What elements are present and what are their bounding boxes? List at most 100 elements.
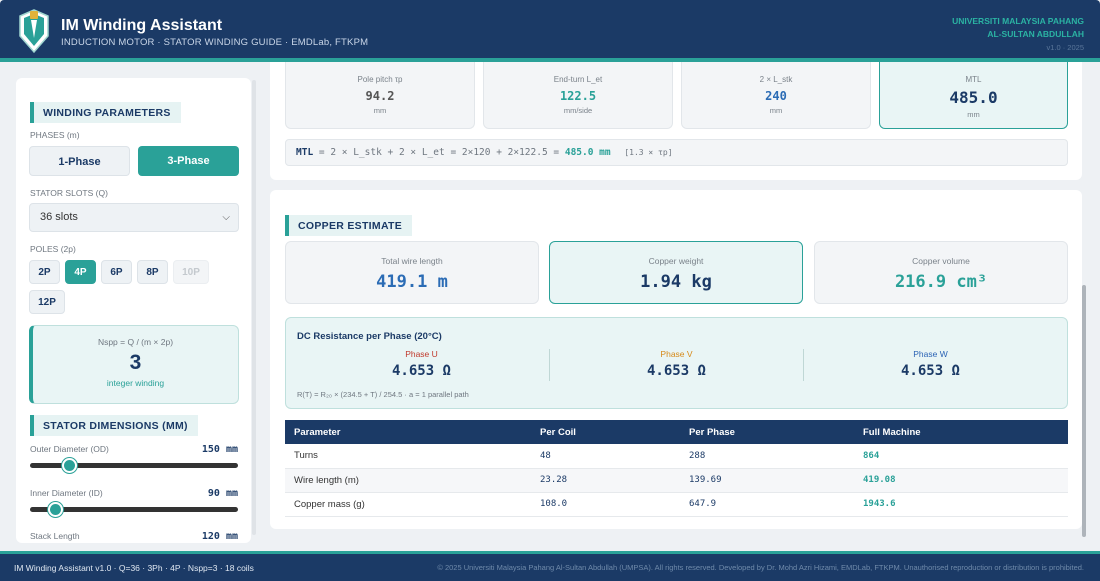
table-cell: 108.0 <box>531 492 680 517</box>
table-row: Copper mass (g) 108.0 647.9 1943.6 <box>285 492 1068 517</box>
phase-w-value: 4.653 Ω <box>900 363 960 379</box>
phase-v-label: Phase V <box>660 349 693 359</box>
copper-volume-label: Copper volume <box>912 256 970 266</box>
table-header-row: Parameter Per Coil Per Phase Full Machin… <box>285 420 1068 444</box>
copper-weight-metric: Copper weight 1.94 kg <box>549 241 803 304</box>
stack-length-metric-label: 2 × L_stk <box>759 75 793 84</box>
stack-length-label: Stack Length <box>30 531 80 541</box>
total-wire-length-value: 419.1 m <box>376 272 448 292</box>
pole-button-12p[interactable]: 12P <box>29 290 65 314</box>
footer-status: IM Winding Assistant v1.0 · Q=36 · 3Ph ·… <box>14 563 254 573</box>
mtl-label: MTL <box>965 75 982 84</box>
app-subtitle: INDUCTION MOTOR · STATOR WINDING GUIDE ·… <box>61 37 369 48</box>
end-turn-unit: mm/side <box>563 106 593 115</box>
copper-weight-label: Copper weight <box>648 256 704 266</box>
version-label: v1.0 · 2025 <box>1046 43 1084 52</box>
dc-divider <box>803 349 804 381</box>
phase-u-value: 4.653 Ω <box>391 363 451 379</box>
stator-slots-value: 36 slots <box>40 211 78 223</box>
table-cell: 288 <box>680 444 854 469</box>
single-phase-button[interactable]: 1-Phase <box>29 146 130 176</box>
table-cell: Copper mass (g) <box>285 492 531 517</box>
copper-table: Parameter Per Coil Per Phase Full Machin… <box>285 420 1068 517</box>
pole-pitch-label: Pole pitch τp <box>357 75 403 84</box>
inner-diameter-slider[interactable] <box>30 502 238 517</box>
copper-estimate-card: COPPER ESTIMATE Total wire length 419.1 … <box>270 190 1082 529</box>
phase-u-resistance: Phase U 4.653 Ω <box>294 349 549 383</box>
university-line-1: UNIVERSITI MALAYSIA PAHANG <box>952 16 1084 26</box>
chevron-down-icon: ⌵ <box>222 212 230 223</box>
table-cell: 139.69 <box>680 468 854 493</box>
table-cell: 419.08 <box>854 468 1068 493</box>
outer-diameter-slider[interactable] <box>30 458 238 473</box>
table-header: Full Machine <box>854 420 1068 444</box>
mtl-formula-body: = 2 × L_stk + 2 × L_et = 2×120 + 2×122.5… <box>313 147 565 158</box>
table-cell: Wire length (m) <box>285 468 531 493</box>
phase-u-label: Phase U <box>405 349 438 359</box>
dc-divider <box>549 349 550 381</box>
copper-estimate-heading: COPPER ESTIMATE <box>285 215 413 236</box>
table-header: Per Phase <box>680 420 854 444</box>
nspp-formula: Nspp = Q / (m × 2p) <box>97 337 174 347</box>
table-row: Wire length (m) 23.28 139.69 419.08 <box>285 468 1068 493</box>
mtl-formula-prefix: MTL <box>296 147 314 158</box>
nspp-result-box: Nspp = Q / (m × 2p) 3 integer winding <box>29 325 239 404</box>
stack-length-metric-value: 240 <box>765 89 787 103</box>
pole-pitch-value: 94.2 <box>365 89 395 103</box>
stack-length-value: 120 mm <box>201 531 238 542</box>
pole-button-4p[interactable]: 4P <box>65 260 96 284</box>
copper-weight-value: 1.94 kg <box>640 272 712 292</box>
stator-slots-select[interactable]: 36 slots ⌵ <box>29 203 239 232</box>
copper-volume-value: 216.9 cm³ <box>894 272 988 292</box>
table-cell: Turns <box>285 444 531 469</box>
mtl-formula-note: [1.3 × τp] <box>624 148 673 157</box>
inner-diameter-value: 90 mm <box>207 488 238 499</box>
phase-v-value: 4.653 Ω <box>646 363 706 379</box>
app-footer: IM Winding Assistant v1.0 · Q=36 · 3Ph ·… <box>0 551 1100 581</box>
app-header: IM Winding Assistant INDUCTION MOTOR · S… <box>0 0 1100 62</box>
three-phase-button[interactable]: 3-Phase <box>138 146 239 176</box>
pole-button-2p[interactable]: 2P <box>29 260 60 284</box>
table-cell: 1943.6 <box>854 492 1068 517</box>
university-name: UNIVERSITI MALAYSIA PAHANG AL-SULTAN ABD… <box>952 15 1084 54</box>
inner-diameter-slider-thumb[interactable] <box>48 502 63 517</box>
table-header: Parameter <box>285 420 531 444</box>
phase-w-resistance: Phase W 4.653 Ω <box>803 349 1058 383</box>
end-turn-value: 122.5 <box>559 89 597 103</box>
stack-length-metric: 2 × L_stk 240 mm <box>681 62 871 129</box>
mtl-formula: MTL = 2 × L_stk + 2 × L_et = 2×120 + 2×1… <box>285 139 1068 166</box>
outer-diameter-value: 150 mm <box>201 444 238 455</box>
dc-resistance-note: R(T) = R₂₀ × (234.5 + T) / 254.5 · a = 1… <box>297 390 469 399</box>
nspp-value: 3 <box>129 351 142 374</box>
mtl-card: Pole pitch τp 94.2 mm End-turn L_et 122.… <box>270 62 1082 180</box>
pole-button-6p[interactable]: 6P <box>101 260 132 284</box>
sidebar: WINDING PARAMETERS PHASES (m) 1-Phase 3-… <box>16 78 251 543</box>
stator-dimensions-heading: STATOR DIMENSIONS (MM) <box>30 415 198 436</box>
outer-diameter-slider-thumb[interactable] <box>62 458 77 473</box>
table-row: Turns 48 288 864 <box>285 444 1068 469</box>
mtl-unit: mm <box>967 110 980 119</box>
end-turn-metric: End-turn L_et 122.5 mm/side <box>483 62 673 129</box>
pole-button-8p[interactable]: 8P <box>137 260 168 284</box>
stack-length-metric-unit: mm <box>769 106 783 115</box>
winding-parameters-heading: WINDING PARAMETERS <box>30 102 181 123</box>
phase-w-label: Phase W <box>913 349 948 359</box>
main-scrollbar[interactable] <box>1082 285 1086 537</box>
table-cell: 23.28 <box>531 468 680 493</box>
mtl-metric: MTL 485.0 mm <box>879 62 1068 129</box>
nspp-winding-type: integer winding <box>106 378 165 388</box>
pole-button-10p: 10P <box>173 260 209 284</box>
footer-copyright: © 2025 Universiti Malaysia Pahang Al-Sul… <box>437 563 1084 572</box>
end-turn-label: End-turn L_et <box>553 75 603 84</box>
sidebar-scrollbar[interactable] <box>252 80 256 535</box>
app-logo-icon <box>19 9 49 54</box>
table-header: Per Coil <box>531 420 680 444</box>
dc-resistance-box: DC Resistance per Phase (20°C) Phase U 4… <box>285 317 1068 409</box>
table-cell: 647.9 <box>680 492 854 517</box>
pole-pitch-metric: Pole pitch τp 94.2 mm <box>285 62 475 129</box>
table-cell: 864 <box>854 444 1068 469</box>
dc-resistance-title: DC Resistance per Phase (20°C) <box>297 331 442 342</box>
pole-pitch-unit: mm <box>373 106 387 115</box>
inner-diameter-label: Inner Diameter (ID) <box>30 488 103 498</box>
stator-slots-label: STATOR SLOTS (Q) <box>30 188 108 198</box>
